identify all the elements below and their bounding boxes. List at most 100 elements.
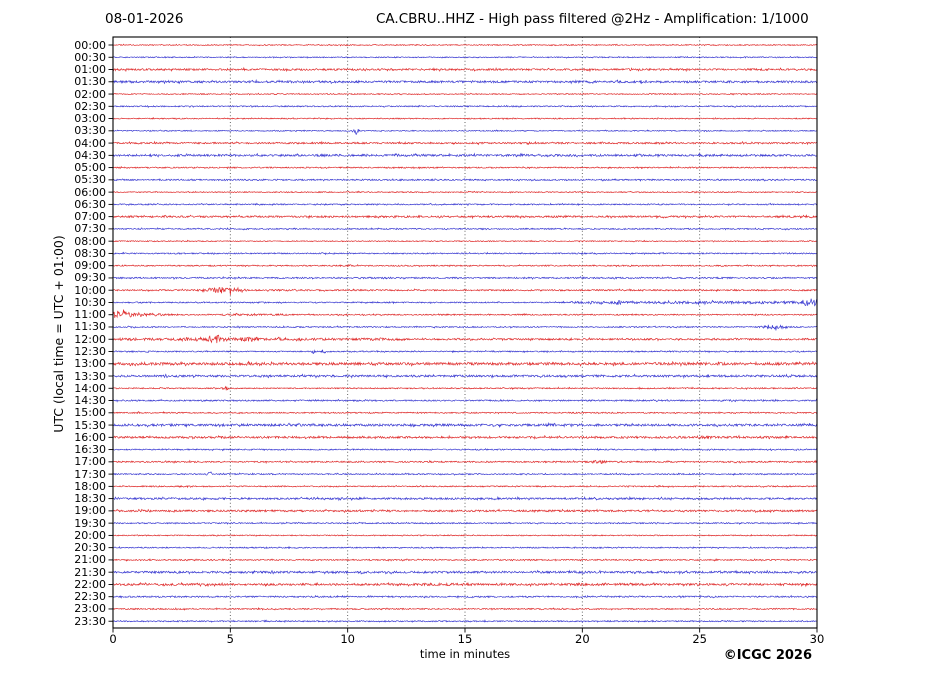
trace-row-03:30	[112, 129, 818, 135]
y-tick-label: 09:30	[74, 271, 106, 285]
x-tick-label: 10	[340, 632, 355, 646]
trace-row-20:00	[112, 533, 818, 537]
x-tick-label: 15	[457, 632, 473, 646]
y-tick-label: 12:00	[74, 332, 106, 346]
trace-row-21:30	[112, 569, 818, 575]
trace-row-21:00	[112, 557, 818, 562]
trace-row-18:30	[112, 495, 818, 502]
trace-row-10:30	[112, 298, 818, 307]
trace-row-20:30	[112, 545, 818, 550]
trace-row-19:30	[112, 521, 818, 526]
y-tick-label: 17:30	[74, 467, 106, 481]
y-tick-label: 03:00	[74, 112, 106, 126]
trace-row-08:30	[112, 251, 818, 256]
trace-row-03:00	[112, 116, 818, 121]
x-tick-label: 0	[109, 632, 117, 646]
trace-row-14:00	[112, 385, 818, 391]
trace-row-07:00	[112, 214, 818, 220]
trace-row-04:30	[112, 152, 818, 159]
trace-row-01:30	[112, 78, 818, 85]
y-tick-label: 11:30	[74, 320, 106, 334]
date-label: 08-01-2026	[105, 11, 184, 27]
y-tick-label: 08:30	[74, 246, 106, 260]
y-tick-label: 09:00	[74, 259, 106, 273]
y-tick-label: 22:00	[74, 577, 106, 591]
chart-title: CA.CBRU..HHZ - High pass filtered @2Hz -…	[376, 11, 809, 27]
y-tick-label: 07:00	[74, 210, 106, 224]
y-tick-label: 10:30	[74, 295, 106, 309]
y-tick-label: 10:00	[74, 283, 106, 297]
trace-row-02:00	[112, 92, 818, 96]
y-tick-label: 19:00	[74, 504, 106, 518]
trace-row-18:00	[112, 484, 818, 489]
trace-row-04:00	[112, 140, 818, 146]
y-tick-label: 16:30	[74, 443, 106, 457]
trace-row-06:30	[112, 202, 818, 207]
y-tick-label: 21:00	[74, 553, 106, 567]
trace-row-13:30	[112, 373, 818, 380]
y-tick-label: 16:00	[74, 430, 106, 444]
y-tick-label: 20:00	[74, 528, 106, 542]
x-axis-label: time in minutes	[419, 647, 511, 661]
y-tick-label: 06:30	[74, 197, 106, 211]
y-tick-label: 15:00	[74, 406, 106, 420]
y-tick-label: 02:00	[74, 87, 106, 101]
trace-row-17:00	[112, 459, 818, 465]
x-tick-label: 20	[575, 632, 590, 646]
trace-row-08:00	[112, 239, 818, 243]
y-tick-label: 08:00	[74, 234, 106, 248]
trace-row-13:00	[112, 360, 818, 368]
trace-row-19:00	[112, 508, 818, 514]
trace-row-11:30	[112, 324, 818, 331]
y-tick-label: 01:30	[74, 75, 106, 89]
y-tick-label: 23:30	[74, 614, 106, 628]
trace-row-23:00	[112, 606, 818, 611]
x-tick-label: 25	[692, 632, 707, 646]
y-tick-label: 15:30	[74, 418, 106, 432]
trace-row-02:30	[112, 104, 818, 109]
y-tick-label: 12:30	[74, 345, 106, 358]
trace-row-22:30	[112, 594, 818, 599]
trace-row-07:30	[112, 227, 818, 231]
trace-row-09:00	[112, 263, 818, 268]
trace-row-16:30	[112, 447, 818, 452]
y-tick-label: 21:30	[74, 565, 106, 579]
y-tick-label: 14:00	[74, 381, 106, 395]
y-tick-label: 04:00	[74, 136, 106, 150]
trace-row-15:00	[112, 411, 818, 415]
trace-row-16:00	[112, 434, 818, 440]
y-tick-label: 18:30	[74, 492, 106, 506]
trace-row-09:30	[112, 276, 818, 281]
trace-row-12:30	[112, 349, 818, 354]
trace-row-17:30	[112, 471, 818, 476]
y-tick-label: 05:30	[74, 173, 106, 187]
trace-row-22:00	[112, 581, 818, 588]
y-tick-label: 13:30	[74, 369, 106, 383]
y-tick-label: 14:30	[74, 394, 106, 408]
trace-row-23:30	[112, 619, 818, 624]
y-tick-label: 06:00	[74, 185, 106, 199]
y-tick-label: 11:00	[74, 308, 106, 322]
trace-row-05:00	[112, 165, 818, 170]
y-tick-label: 18:00	[74, 479, 106, 493]
trace-row-06:00	[112, 190, 818, 194]
trace-row-14:30	[112, 398, 818, 403]
y-tick-label: 05:00	[74, 161, 106, 175]
trace-row-12:00	[112, 334, 818, 344]
trace-row-10:00	[112, 286, 818, 296]
trace-row-01:00	[112, 66, 818, 73]
y-tick-label: 17:00	[74, 455, 106, 469]
y-tick-label: 03:30	[74, 124, 106, 138]
y-tick-label: 22:30	[74, 590, 106, 604]
y-tick-label: 13:00	[74, 357, 106, 371]
y-tick-label: 07:30	[74, 222, 106, 236]
y-tick-label: 02:30	[74, 99, 106, 113]
y-tick-label: 04:30	[74, 148, 106, 162]
y-tick-label: 00:00	[74, 38, 106, 52]
y-tick-label: 20:30	[74, 541, 106, 555]
y-tick-label: 00:30	[74, 50, 106, 64]
trace-row-15:30	[112, 421, 818, 429]
x-tick-label: 30	[809, 632, 825, 646]
